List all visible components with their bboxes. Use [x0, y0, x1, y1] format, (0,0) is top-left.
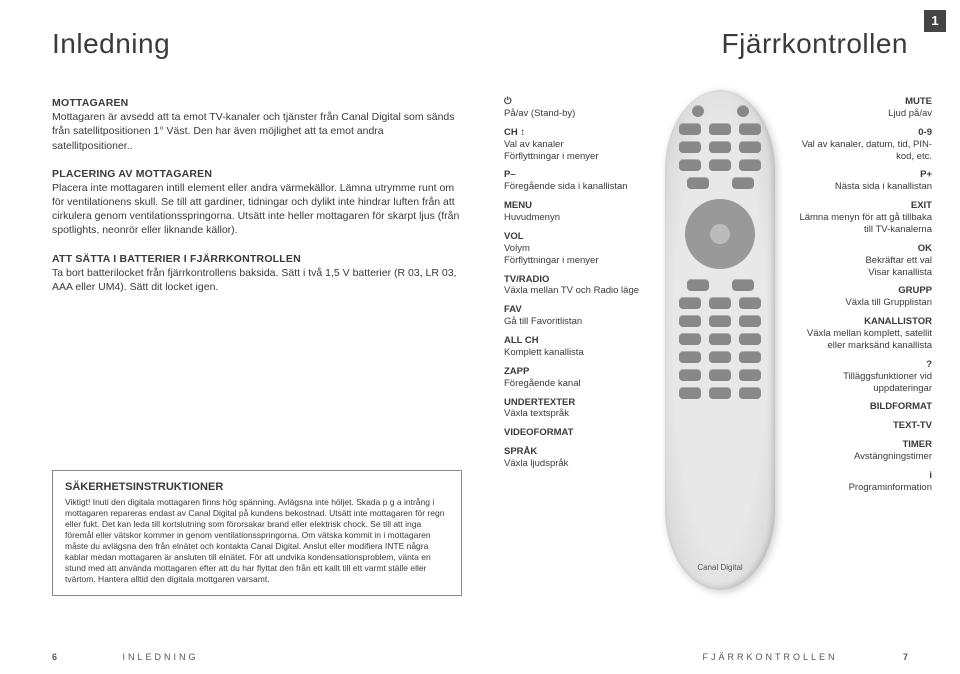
remote-label: MENUHuvudmenyn [504, 200, 654, 224]
remote-label: ⏻På/av (Stand-by) [504, 96, 654, 120]
title-row: Inledning Fjärrkontrollen [52, 28, 908, 60]
remote-label-title: ALL CH [504, 335, 654, 347]
remote-label-title: MUTE [792, 96, 932, 108]
section-head: PLACERING AV MOTTAGAREN [52, 168, 212, 180]
remote-label: KANALLISTORVäxla mellan komplett, satell… [792, 316, 932, 352]
remote-label-desc: Programinformation [849, 482, 932, 493]
remote-label: BILDFORMAT [792, 401, 932, 413]
remote-label-title: EXIT [792, 200, 932, 212]
remote-label: ZAPPFöregående kanal [504, 366, 654, 390]
remote-label-desc: Val av kanaler Förflyttningar i menyer [504, 139, 599, 162]
remote-control-image: Canal Digital [665, 90, 775, 590]
remote-label-desc: Växla ljudspråk [504, 458, 568, 469]
remote-label-title: VIDEOFORMAT [504, 427, 654, 439]
remote-label-desc: Volym Förflyttningar i menyer [504, 243, 599, 266]
remote-label: P+Nästa sida i kanallistan [792, 169, 932, 193]
remote-labels-right: MUTELjud på/av 0-9Val av kanaler, datum, … [792, 96, 932, 501]
remote-label: P–Föregående sida i kanallistan [504, 169, 654, 193]
safety-box: SÄKERHETSINSTRUKTIONER Viktigt! Inuti de… [52, 470, 462, 596]
title-right: Fjärrkontrollen [722, 28, 908, 60]
page-num-right: 7 [903, 652, 908, 662]
remote-label-title: ? [792, 359, 932, 371]
remote-label-title: CH ↕ [504, 127, 654, 139]
remote-label: iPrograminformation [792, 470, 932, 494]
remote-label-title: BILDFORMAT [792, 401, 932, 413]
remote-label-title: MENU [504, 200, 654, 212]
remote-label: TV/RADIOVäxla mellan TV och Radio läge [504, 274, 654, 298]
remote-label: TIMERAvstängningstimer [792, 439, 932, 463]
remote-label-desc: På/av (Stand-by) [504, 108, 575, 119]
footer-text-left: INLEDNING [123, 652, 199, 662]
remote-label: FAVGå till Favoritlistan [504, 304, 654, 328]
remote-label: 0-9Val av kanaler, datum, tid, PIN-kod, … [792, 127, 932, 163]
remote-label: UNDERTEXTERVäxla textspråk [504, 397, 654, 421]
remote-label-title: P+ [792, 169, 932, 181]
remote-label: VOLVolym Förflyttningar i menyer [504, 231, 654, 267]
section-head: MOTTAGAREN [52, 97, 128, 109]
remote-logo: Canal Digital [665, 563, 775, 572]
page-num-left: 6 [52, 652, 57, 662]
remote-label-title: VOL [504, 231, 654, 243]
remote-label-desc: Föregående kanal [504, 378, 581, 389]
remote-label: MUTELjud på/av [792, 96, 932, 120]
footer-right: FJÄRRKONTROLLEN 7 [702, 652, 908, 662]
remote-label-desc: Bekräftar ett val Visar kanallista [865, 255, 932, 278]
remote-label-title: GRUPP [792, 285, 932, 297]
section-placering: PLACERING AV MOTTAGAREN Placera inte mot… [52, 167, 462, 238]
remote-label-title: i [792, 470, 932, 482]
remote-label-desc: Ljud på/av [888, 108, 932, 119]
section-batterier: ATT SÄTTA I BATTERIER I FJÄRRKONTROLLEN … [52, 252, 462, 295]
page-number-badge: 1 [924, 10, 946, 32]
remote-label-desc: Gå till Favoritlistan [504, 316, 582, 327]
remote-label-desc: Växla mellan TV och Radio läge [504, 285, 639, 296]
section-body: Mottagaren är avsedd att ta emot TV-kana… [52, 111, 455, 151]
remote-label-desc: Tilläggsfunktioner vid uppdateringar [843, 371, 932, 394]
remote-label: ?Tilläggsfunktioner vid uppdateringar [792, 359, 932, 395]
remote-label: EXITLämna menyn för att gå tillbaka till… [792, 200, 932, 236]
remote-label-desc: Växla till Grupplistan [845, 297, 932, 308]
title-left: Inledning [52, 28, 170, 60]
remote-label-desc: Växla textspråk [504, 408, 569, 419]
remote-label-desc: Huvudmenyn [504, 212, 560, 223]
footer: 6 INLEDNING FJÄRRKONTROLLEN 7 [52, 652, 908, 662]
remote-label-title: ⏻ [504, 96, 654, 108]
remote-label: GRUPPVäxla till Grupplistan [792, 285, 932, 309]
remote-label-title: 0-9 [792, 127, 932, 139]
remote-label-title: FAV [504, 304, 654, 316]
remote-label-desc: Komplett kanallista [504, 347, 584, 358]
remote-label: CH ↕Val av kanaler Förflyttningar i meny… [504, 127, 654, 163]
remote-label-title: TV/RADIO [504, 274, 654, 286]
remote-label: TEXT-TV [792, 420, 932, 432]
remote-label-title: KANALLISTOR [792, 316, 932, 328]
remote-label: VIDEOFORMAT [504, 427, 654, 439]
remote-label-title: ZAPP [504, 366, 654, 378]
remote-label: OKBekräftar ett val Visar kanallista [792, 243, 932, 279]
remote-label: SPRÅKVäxla ljudspråk [504, 446, 654, 470]
remote-label-desc: Val av kanaler, datum, tid, PIN-kod, etc… [802, 139, 932, 162]
remote-label-title: P– [504, 169, 654, 181]
remote-buttons [675, 105, 765, 550]
remote-label-title: UNDERTEXTER [504, 397, 654, 409]
remote-label-desc: Växla mellan komplett, satellit eller ma… [807, 328, 932, 351]
section-mottagaren: MOTTAGAREN Mottagaren är avsedd att ta e… [52, 96, 462, 153]
safety-head: SÄKERHETSINSTRUKTIONER [65, 481, 449, 493]
safety-body: Viktigt! Inuti den digitala mottagaren f… [65, 497, 449, 585]
section-head: ATT SÄTTA I BATTERIER I FJÄRRKONTROLLEN [52, 253, 301, 265]
remote-label-title: TIMER [792, 439, 932, 451]
remote-label-desc: Nästa sida i kanallistan [835, 181, 932, 192]
left-column: MOTTAGAREN Mottagaren är avsedd att ta e… [52, 96, 462, 308]
remote-label-title: OK [792, 243, 932, 255]
footer-text-right: FJÄRRKONTROLLEN [702, 652, 837, 662]
remote-label-desc: Föregående sida i kanallistan [504, 181, 628, 192]
remote-label-title: SPRÅK [504, 446, 654, 458]
remote-label-desc: Lämna menyn för att gå tillbaka till TV-… [799, 212, 932, 235]
remote-labels-left: ⏻På/av (Stand-by) CH ↕Val av kanaler Förf… [504, 96, 654, 477]
section-body: Placera inte mottagaren intill element e… [52, 182, 459, 237]
footer-left: 6 INLEDNING [52, 652, 199, 662]
remote-label-title: TEXT-TV [792, 420, 932, 432]
remote-label-desc: Avstängningstimer [854, 451, 932, 462]
section-body: Ta bort batterilocket från fjärrkontroll… [52, 267, 456, 293]
remote-label: ALL CHKomplett kanallista [504, 335, 654, 359]
